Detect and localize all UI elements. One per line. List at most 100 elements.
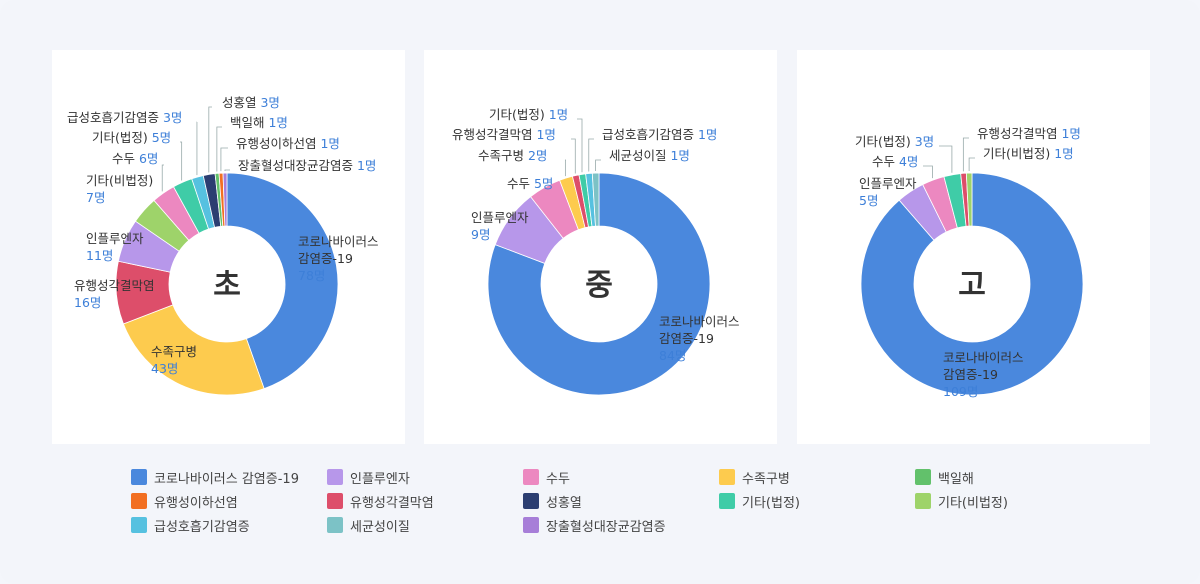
slice-label: 기타(비법정) 7명	[86, 173, 153, 205]
leader-line	[962, 137, 969, 172]
slice-label: 수족구병 43명	[151, 344, 197, 376]
donut-slice[interactable]	[965, 172, 973, 227]
svg-text:급성호흡기감염증 3명: 급성호흡기감염증 3명	[67, 110, 182, 125]
svg-text:장출혈성대장균감염증 1명: 장출혈성대장균감염증 1명	[238, 158, 376, 173]
svg-text:43명: 43명	[151, 361, 178, 376]
legend-swatch	[327, 493, 343, 509]
svg-text:수두 4명: 수두 4명	[872, 154, 918, 169]
donut-slice[interactable]	[487, 172, 711, 396]
svg-text:감염증-19: 감염증-19	[298, 251, 353, 266]
svg-text:유행성각결막염 1명: 유행성각결막염 1명	[977, 126, 1081, 141]
donut-slice[interactable]	[222, 172, 228, 227]
svg-text:유행성이하선염 1명: 유행성이하선염 1명	[236, 136, 340, 151]
donut-slice[interactable]	[226, 172, 339, 390]
legend-item[interactable]: 코로나바이러스 감염증-19	[131, 468, 299, 487]
legend-item[interactable]: 백일해	[915, 468, 974, 487]
slice-label: 수두 6명	[112, 151, 164, 192]
slice-label: 유행성이하선염 1명	[220, 136, 340, 172]
svg-text:기타(비법정): 기타(비법정)	[86, 173, 153, 188]
legend-item[interactable]: 성홍열	[523, 492, 582, 511]
slice-label: 기타(법정) 5명	[92, 130, 183, 181]
leader-line	[224, 169, 230, 172]
svg-text:백일해 1명: 백일해 1명	[230, 115, 288, 130]
svg-text:인플루엔자: 인플루엔자	[471, 210, 529, 225]
slice-label: 인플루엔자 9명	[471, 210, 529, 242]
legend-item[interactable]: 수족구병	[719, 468, 790, 487]
donut-slice[interactable]	[122, 304, 265, 396]
legend-swatch	[131, 517, 147, 533]
svg-text:인플루엔자: 인플루엔자	[859, 176, 917, 191]
legend-swatch	[523, 493, 539, 509]
svg-text:78명: 78명	[298, 268, 325, 283]
svg-text:감염증-19: 감염증-19	[659, 331, 714, 346]
legend-label: 백일해	[938, 471, 974, 487]
slice-label: 성홍열 3명	[208, 95, 280, 173]
svg-text:유행성각결막염: 유행성각결막염	[74, 278, 155, 293]
svg-text:7명: 7명	[86, 190, 105, 205]
slice-label: 기타(법정) 1명	[489, 107, 583, 173]
svg-text:84명: 84명	[659, 348, 686, 363]
legend-item[interactable]: 급성호흡기감염증	[131, 516, 250, 535]
legend-label: 성홍열	[546, 495, 582, 511]
legend-swatch	[327, 517, 343, 533]
svg-text:수두 6명: 수두 6명	[112, 151, 158, 166]
slice-label: 급성호흡기감염증 1명	[588, 127, 717, 172]
donut-slice[interactable]	[591, 172, 600, 227]
legend-swatch	[915, 469, 931, 485]
svg-text:코로나바이러스: 코로나바이러스	[943, 350, 1024, 365]
slice-label: 장출혈성대장균감염증 1명	[224, 158, 376, 173]
legend-label: 유행성각결막염	[350, 495, 434, 511]
legend-item[interactable]: 기타(비법정)	[915, 492, 1008, 511]
slice-label: 유행성각결막염 1명	[962, 126, 1081, 172]
slice-label: 인플루엔자 5명	[859, 176, 917, 208]
legend-item[interactable]: 인플루엔자	[327, 468, 410, 487]
svg-text:9명: 9명	[471, 227, 490, 242]
svg-text:성홍열 3명: 성홍열 3명	[222, 95, 280, 110]
leader-line	[208, 106, 212, 173]
legend-item[interactable]: 기타(법정)	[719, 492, 800, 511]
legend-item[interactable]: 장출혈성대장균감염증	[523, 516, 666, 535]
legend-swatch	[131, 469, 147, 485]
slice-label: 세균성이질 1명	[595, 148, 690, 172]
donut-slice[interactable]	[860, 172, 1084, 396]
slice-label: 기타(법정) 3명	[855, 134, 953, 173]
legend-label: 코로나바이러스 감염증-19	[154, 471, 299, 487]
donut-panel-elementary: 초 코로나바이러스 감염증-19 78명 수족구병 43명 유행성각결막염 16명 인플루엔자 1…	[52, 50, 405, 444]
leader-line	[577, 118, 583, 173]
legend-label: 기타(비법정)	[938, 495, 1008, 511]
svg-text:코로나바이러스: 코로나바이러스	[298, 234, 379, 249]
legend-item[interactable]: 유행성이하선염	[131, 492, 238, 511]
legend-item[interactable]: 세균성이질	[327, 516, 410, 535]
slice-label: 수두 4명	[872, 154, 933, 179]
legend-item[interactable]: 유행성각결막염	[327, 492, 434, 511]
svg-text:5명: 5명	[859, 193, 878, 208]
legend-swatch	[719, 493, 735, 509]
legend-label: 수두	[546, 471, 570, 487]
slice-label: 기타(비법정) 1명	[968, 146, 1074, 172]
svg-text:감염증-19: 감염증-19	[943, 367, 998, 382]
legend-swatch	[327, 469, 343, 485]
legend-swatch	[131, 493, 147, 509]
svg-text:기타(법정) 1명: 기타(법정) 1명	[489, 107, 568, 122]
svg-text:수두 5명: 수두 5명	[507, 176, 553, 191]
legend-swatch	[523, 517, 539, 533]
svg-text:수족구병: 수족구병	[151, 344, 197, 359]
legend-item[interactable]: 수두	[523, 468, 570, 487]
svg-text:기타(법정) 5명: 기타(법정) 5명	[92, 130, 171, 145]
leader-line	[968, 157, 975, 172]
legend-swatch	[915, 493, 931, 509]
leader-line	[939, 145, 953, 173]
svg-text:11명: 11명	[86, 248, 113, 263]
slice-label: 수두 5명	[507, 176, 553, 191]
leader-line	[923, 165, 933, 179]
slice-label: 유행성각결막염 16명	[74, 278, 155, 310]
leader-line	[595, 159, 601, 172]
leader-line	[161, 164, 164, 192]
slice-label: 유행성각결막염 1명	[452, 127, 576, 174]
